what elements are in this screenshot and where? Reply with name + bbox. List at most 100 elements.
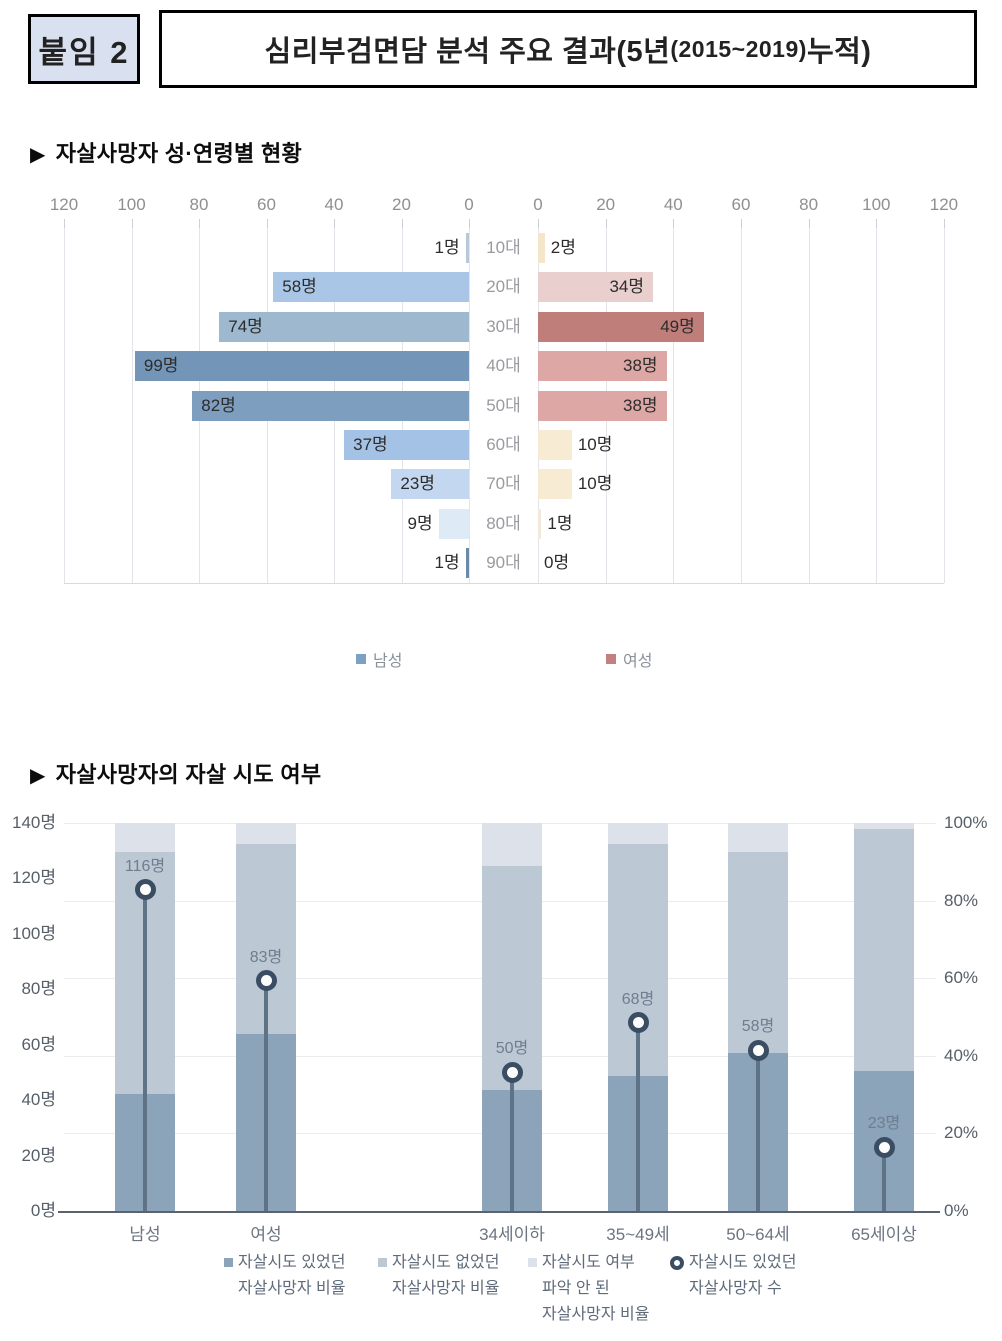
lollipop-value-label: 23명 (867, 1115, 901, 1133)
x-axis-line (58, 1211, 940, 1213)
category-label: 여성 (250, 1225, 282, 1244)
male-bar (391, 469, 469, 500)
bar-value-label: 9명 (407, 513, 433, 533)
lollipop-value-label: 116명 (124, 857, 166, 875)
lollipop-stem (756, 1050, 760, 1211)
lollipop-marker (134, 879, 156, 900)
male-bar (273, 272, 469, 303)
axis-tick-label: 0 (464, 195, 474, 214)
left-axis-label: 40명 (21, 1090, 56, 1110)
left-axis-label: 0명 (30, 1201, 56, 1220)
lollipop-marker (255, 970, 277, 992)
axis-tick-label: 100 (862, 195, 891, 214)
legend-item: 여성 (606, 647, 652, 671)
gridline (943, 228, 945, 583)
female-bar (538, 390, 667, 421)
male-bar (465, 548, 469, 579)
axis-tick (199, 219, 200, 228)
bar-value-label: 38명 (622, 356, 658, 376)
attempt-chart-legend: 자살시도 있었던 자살사망자 비율 자살시도 없었던 자살사망자 비율 자살시도 여부 파… (0, 1250, 1002, 1341)
legend-label-line: 자살사망자 비율 (238, 1280, 346, 1297)
lollipop-value-label: 68명 (621, 990, 655, 1008)
document-title-main: 심리부검면담 분석 주요 결과(5년 (264, 36, 671, 68)
category-label: 남성 (129, 1225, 161, 1244)
gridline (740, 228, 742, 583)
male-bar (438, 508, 469, 539)
axis-tick-label: 120 (49, 195, 79, 214)
legend-label-line: 자살시도 여부 (542, 1254, 635, 1271)
female-bar (538, 469, 572, 500)
bar-value-label: 2명 (550, 237, 576, 257)
section-heading-attempt: ▶ 자살사망자의 자살 시도 여부 (30, 757, 321, 789)
bar-value-label: 10명 (577, 474, 613, 494)
legend-label-line: 자살사망자 비율 (542, 1306, 650, 1323)
bar-value-label: 49명 (660, 316, 695, 336)
section-title: 자살사망자의 자살 시도 여부 (55, 762, 322, 787)
legend-swatch (224, 1258, 233, 1267)
axis-tick-label: 120 (929, 195, 959, 214)
axis-tick-label: 60 (731, 195, 751, 214)
axis-tick-label: 80 (799, 195, 819, 214)
age-label: 70대 (486, 474, 521, 494)
right-axis-label: 40% (944, 1045, 979, 1065)
left-axis-label: 60명 (21, 1034, 56, 1054)
age-label: 80대 (486, 513, 521, 533)
legend-item: 자살시도 없었던 자살사망자 비율 (378, 1250, 500, 1302)
legend-label-lines: 자살시도 있었던 자살사망자 수 (689, 1250, 797, 1302)
axis-tick (808, 219, 810, 228)
bar-value-label: 1명 (434, 553, 460, 573)
axis-tick-label: 40 (324, 195, 344, 214)
left-axis-label: 100명 (11, 923, 56, 943)
legend-swatch (378, 1258, 387, 1267)
gridline (876, 228, 878, 583)
left-axis-label: 80명 (21, 979, 56, 999)
category-label: 34세이하 (479, 1225, 545, 1244)
axis-tick (876, 219, 878, 228)
lollipop-stem (143, 889, 147, 1211)
bar-value-label: 23명 (400, 474, 435, 494)
female-bar (538, 232, 545, 263)
document-title-tail: 누적) (806, 36, 872, 68)
legend-swatch (606, 654, 616, 664)
axis-tick-label: 40 (663, 195, 683, 214)
female-bar (538, 311, 704, 342)
bar-value-label: 1명 (547, 513, 573, 533)
axis-tick (605, 219, 607, 228)
gender-age-pyramid-chart: 0 0 20 20 40 40 60 60 80 80 100 100 120 120 1명 10대 2명 58명… (0, 195, 1002, 610)
bar-value-label: 74명 (228, 316, 263, 336)
stacked-bar-segment-3 (482, 823, 542, 866)
stacked-bar-segment-3 (608, 823, 668, 844)
attachment-tag-label: 붙임 2 (38, 34, 130, 70)
legend-label-line: 자살사망자 수 (689, 1280, 782, 1297)
legend-label-line: 자살시도 있었던 (238, 1254, 346, 1271)
bar-value-label: 0명 (544, 553, 570, 573)
bar-value-label: 82명 (201, 395, 236, 415)
axis-tick (673, 219, 675, 228)
left-axis-label: 120명 (11, 868, 56, 888)
left-axis-label: 20명 (21, 1145, 56, 1165)
right-axis-label: 60% (944, 968, 979, 988)
axis-tick (334, 219, 335, 228)
legend-label-lines: 자살시도 없었던 자살사망자 비율 (392, 1250, 500, 1302)
age-label: 20대 (486, 277, 521, 297)
bar-value-label: 1명 (434, 237, 460, 257)
axis-tick (538, 219, 539, 228)
category-label: 65세이상 (851, 1225, 917, 1244)
lollipop-marker (627, 1012, 649, 1034)
female-bar (538, 429, 572, 460)
legend-swatch (356, 654, 366, 664)
gridline (64, 228, 65, 583)
right-axis-label: 20% (944, 1123, 979, 1143)
lollipop-value-label: 50명 (495, 1040, 529, 1058)
stacked-bar-segment-2 (728, 851, 788, 1053)
stacked-bar-segment-2 (482, 865, 542, 1090)
age-label: 60대 (486, 434, 521, 454)
legend-item: 자살시도 있었던 자살사망자 수 (670, 1250, 797, 1302)
stacked-bar-segment-3 (728, 823, 788, 852)
bar-value-label: 38명 (622, 395, 658, 415)
female-bar (538, 508, 542, 539)
stacked-bar-segment-3 (854, 823, 914, 829)
document-title-box: 심리부검면담 분석 주요 결과(5년 (2015~2019) 누적) (159, 10, 977, 88)
bar-value-label: 58명 (282, 277, 317, 297)
